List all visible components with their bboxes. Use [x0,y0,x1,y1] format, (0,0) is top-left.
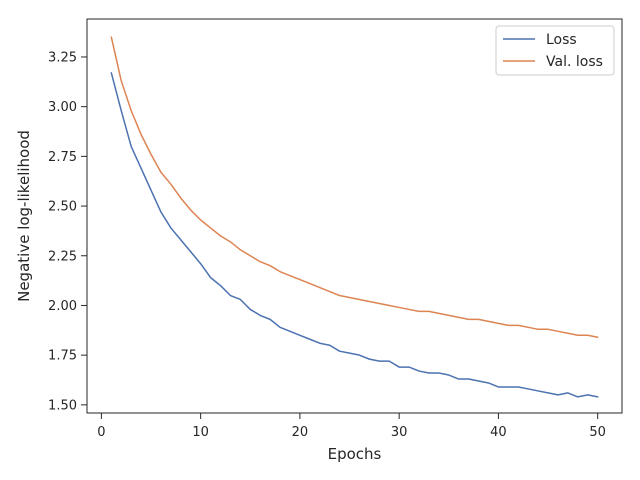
y-tick-label: 1.75 [48,349,77,364]
y-axis-ticks: 1.50 1.75 2.00 2.25 2.50 2.75 3.00 3.25 [48,50,87,413]
series-line-val-loss [110,36,599,339]
x-tick-label: 20 [292,425,309,440]
plot-area [86,18,623,414]
plot-frame [86,18,623,414]
y-tick-label: 3.25 [48,50,77,65]
x-tick-label: 50 [589,425,606,440]
x-axis-label: Epochs [328,445,382,463]
y-axis-label: Negative log-likelihood [15,130,33,302]
legend: Loss Val. loss [495,25,615,76]
y-tick-label: 2.00 [48,299,77,314]
x-tick-label: 30 [391,425,408,440]
legend-label-loss: Loss [546,32,577,48]
y-tick-label: 2.75 [48,150,77,165]
y-tick-label: 1.50 [48,398,77,413]
y-tick-label: 2.50 [48,200,77,215]
x-axis-ticks: 0 10 20 30 40 50 [97,413,606,440]
x-tick-label: 0 [97,425,105,440]
legend-label-val-loss: Val. loss [546,54,603,70]
x-tick-label: 40 [490,425,507,440]
y-tick-label: 2.25 [48,249,77,264]
x-tick-label: 10 [192,425,209,440]
series-line-loss [110,72,599,398]
series-layer [110,36,599,398]
y-tick-label: 3.00 [48,100,77,115]
